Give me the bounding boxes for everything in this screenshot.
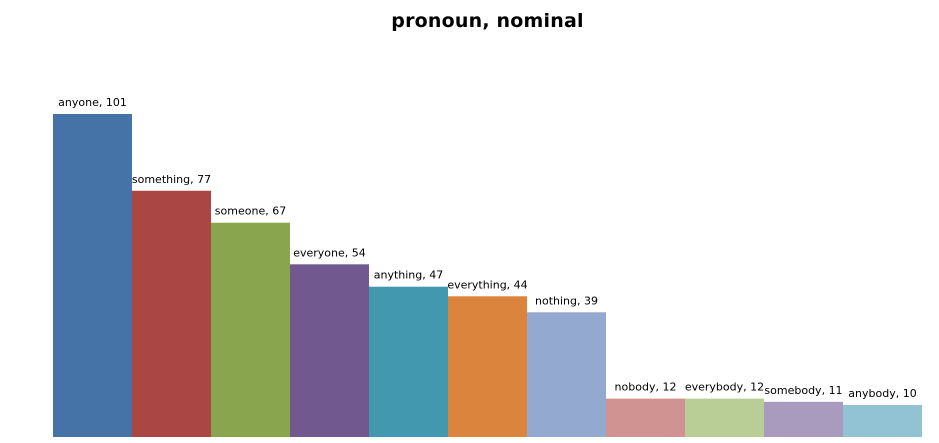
bar-everything (448, 296, 527, 437)
data-label-everything: everything, 44 (447, 278, 527, 291)
data-label-something: something, 77 (132, 173, 211, 186)
data-label-anything: anything, 47 (374, 269, 444, 282)
data-label-somebody: somebody, 11 (764, 384, 842, 397)
bar-anyone (53, 114, 132, 437)
data-label-anybody: anybody, 10 (848, 387, 916, 400)
chart-title: pronoun, nominal (391, 10, 584, 32)
bar-anything (369, 286, 448, 437)
bar-anybody (843, 405, 922, 437)
data-label-everyone: everyone, 54 (293, 246, 366, 259)
data-labels-group: anyone, 101 something, 77 someone, 67 every… (58, 96, 917, 400)
bar-someone (211, 222, 290, 437)
bars-group (53, 114, 922, 437)
bar-nobody (606, 398, 685, 437)
bar-everybody (685, 398, 764, 437)
data-label-nobody: nobody, 12 (615, 381, 677, 394)
bar-everyone (290, 264, 369, 437)
bar-nothing (527, 312, 606, 437)
bar-somebody (764, 401, 843, 437)
data-label-everybody: everybody, 12 (685, 381, 764, 394)
data-label-someone: someone, 67 (215, 205, 286, 218)
data-label-anyone: anyone, 101 (58, 96, 127, 109)
data-label-nothing: nothing, 39 (535, 294, 598, 307)
bar-something (132, 190, 211, 437)
